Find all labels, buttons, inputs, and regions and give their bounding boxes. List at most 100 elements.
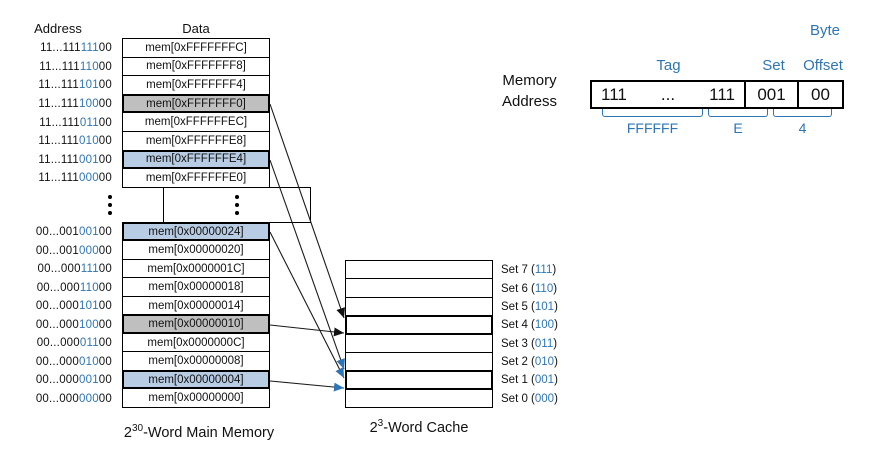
offset-field-value: 00 <box>811 84 830 104</box>
set-bits: 011 <box>79 116 99 129</box>
memory-row: 00...000 010 00 mem[0x00000008] <box>4 351 311 371</box>
cache-set-label: Set 5 (101) <box>501 300 558 313</box>
memory-data-cell: mem[0x0000000C] <box>122 332 270 353</box>
memory-data-cell: mem[0x00000020] <box>122 240 270 260</box>
cache-data-cell <box>345 296 493 317</box>
set-number-bits: 000 <box>534 392 555 405</box>
address-column-header: Address <box>34 21 82 36</box>
set-bits: 010 <box>79 135 99 148</box>
vertical-ellipsis-icon <box>108 195 112 216</box>
set-number-bits: 110 <box>534 282 554 295</box>
cache-data-cell <box>345 333 493 353</box>
cache-set-row: Set 6 (110) <box>345 278 558 298</box>
memory-address-binary: 11...111 110 00 <box>39 60 112 73</box>
set-bits: 110 <box>79 281 99 294</box>
cache-caption: 23-Word Cache <box>369 418 469 436</box>
cache-set-row: Set 2 (010) <box>345 351 558 372</box>
memory-row: 00...000 111 00 mem[0x0000001C] <box>4 258 311 279</box>
hex-e-underbrace <box>708 109 768 117</box>
memory-row: 00...001 001 00 mem[0x00000024] <box>4 221 311 242</box>
cache-data-cell <box>345 260 493 280</box>
memory-data-cell: mem[0xFFFFFFFC] <box>122 38 270 58</box>
set-bits: 001 <box>79 153 99 166</box>
set-bits: 110 <box>79 60 99 73</box>
set-bits: 010 <box>79 355 99 368</box>
cache-data-cell <box>345 370 493 390</box>
set-bits: 111 <box>80 263 99 275</box>
main-memory-top-section: 11...111 111 00 mem[0xFFFFFFFC] 11...111 11… <box>4 38 311 188</box>
memory-address-binary: 11...111 000 00 <box>38 172 112 185</box>
memory-address-binary: 00...000 110 00 <box>36 281 112 294</box>
main-memory-caption: 230-Word Main Memory <box>123 423 275 441</box>
memory-data-cell: mem[0xFFFFFFE4] <box>122 149 270 170</box>
offset-field-label: Offset <box>803 57 843 74</box>
hex-offset-value: 4 <box>798 120 807 136</box>
cache-set-row: Set 3 (011) <box>345 333 558 353</box>
set-number-bits: 100 <box>534 319 555 332</box>
cache-set-row: Set 5 (101) <box>345 296 558 317</box>
set-bits: 100 <box>79 98 99 111</box>
set-field-label: Set <box>762 57 785 74</box>
memory-row: 11...111 000 00 mem[0xFFFFFFE0] <box>4 168 311 188</box>
cache-data-cell <box>345 388 493 408</box>
set-bits: 101 <box>79 300 99 312</box>
memory-data-cell: mem[0xFFFFFFE0] <box>122 168 270 188</box>
memory-address-binary: 00...000 000 00 <box>35 392 112 405</box>
set-number-bits: 101 <box>534 300 555 313</box>
memory-address-binary: 11...111 101 00 <box>38 79 112 92</box>
memory-data-cell: mem[0x00000014] <box>122 295 270 316</box>
memory-address-binary: 00...000 101 00 <box>35 300 112 312</box>
memory-address-binary: 00...000 001 00 <box>35 374 112 386</box>
memory-row: 11...111 100 00 mem[0xFFFFFFF0] <box>4 93 311 114</box>
memory-address-binary: 11...111 001 00 <box>38 153 112 166</box>
hex-set-value: E <box>733 120 743 136</box>
hex-tag-value: FFFFFF <box>626 120 679 136</box>
memory-row: 00...001 000 00 mem[0x00000020] <box>4 240 311 260</box>
memory-data-cell: mem[0x00000024] <box>122 221 270 242</box>
memory-data-cell: mem[0x00000000] <box>122 388 270 408</box>
memory-address-binary: 00...000 010 00 <box>35 355 112 368</box>
cache-set-label: Set 7 (111) <box>501 264 557 277</box>
cache-data-cell <box>345 351 493 372</box>
cache-table: Set 7 (111) Set 6 (110) Set 5 (101) Set … <box>345 260 558 408</box>
cache-set-label: Set 3 (011) <box>501 337 558 350</box>
vertical-ellipsis-icon <box>235 194 239 215</box>
byte-field-label: Byte <box>809 22 840 39</box>
memory-data-cell: mem[0x00000004] <box>122 369 270 390</box>
data-column-header: Data <box>182 21 210 36</box>
memory-address-binary: 11...111 111 00 <box>40 42 112 55</box>
memory-row: 11...111 011 00 mem[0xFFFFFFEC] <box>4 112 311 132</box>
main-memory-bottom-section: 00...001 001 00 mem[0x00000024] 00...001 00… <box>4 221 311 408</box>
memory-address-label: Memory Address <box>501 72 558 110</box>
memory-address-binary: 00...000 011 00 <box>36 337 112 349</box>
set-number-bits: 011 <box>534 337 554 350</box>
tag-field-label: Tag <box>656 57 681 74</box>
set-bits: 100 <box>79 318 99 331</box>
cache-set-label: Set 6 (110) <box>501 282 558 295</box>
memory-row: 11...111 110 00 mem[0xFFFFFFF8] <box>4 56 311 77</box>
cache-set-row: Set 4 (100) <box>345 315 558 335</box>
memory-row: 11...111 111 00 mem[0xFFFFFFFC] <box>4 38 311 58</box>
tag-field-value: 111... 111 <box>592 82 746 107</box>
memory-address-binary: 11...111 011 00 <box>39 116 112 129</box>
tag-underbrace <box>602 109 703 117</box>
memory-row: 00...000 100 00 mem[0x00000010] <box>4 314 311 334</box>
set-bits: 001 <box>79 374 99 386</box>
memory-ellipsis-row <box>4 186 311 223</box>
memory-data-cell: mem[0xFFFFFFF8] <box>122 56 270 77</box>
set-bits: 111 <box>80 42 99 55</box>
memory-row: 00...000 001 00 mem[0x00000004] <box>4 369 311 390</box>
main-memory-table: 11...111 111 00 mem[0xFFFFFFFC] 11...111 11… <box>4 38 311 408</box>
memory-data-cell: mem[0xFFFFFFE8] <box>122 130 270 151</box>
memory-address-binary: 11...111 010 00 <box>38 135 112 148</box>
memory-address-binary: 00...000 111 00 <box>37 263 112 275</box>
cache-data-cell <box>345 315 493 335</box>
set-number-bits: 001 <box>534 374 555 387</box>
memory-row: 11...111 001 00 mem[0xFFFFFFE4] <box>4 149 311 170</box>
set-number-bits: 111 <box>534 264 553 277</box>
set-bits: 011 <box>79 337 99 349</box>
memory-row: 00...000 110 00 mem[0x00000018] <box>4 277 311 297</box>
memory-data-cell: mem[0xFFFFFFF0] <box>122 93 270 114</box>
set-bits: 001 <box>79 226 99 238</box>
